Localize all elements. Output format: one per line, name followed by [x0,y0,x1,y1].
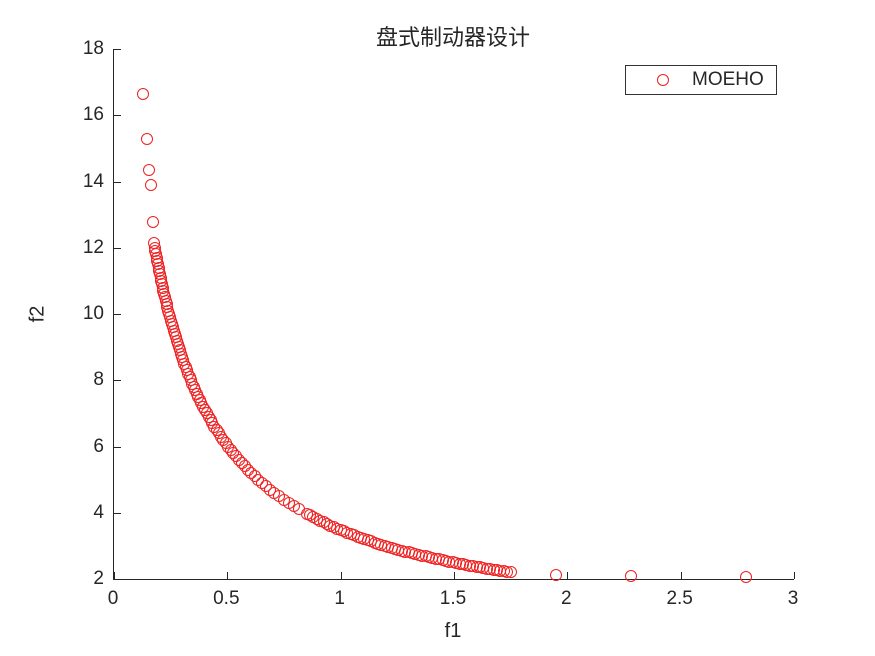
scatter-point [144,179,157,192]
y-tick-label: 10 [82,303,104,324]
y-tick-label: 6 [93,435,104,457]
y-tick-label: 4 [93,501,104,523]
x-axis-label: f1 [444,620,462,642]
y-axis-tick [114,446,121,448]
x-tick-label: 2.5 [666,588,693,609]
y-axis-tick [114,181,121,183]
y-axis-tick [114,49,121,50]
x-axis-tick [567,572,569,579]
x-tick-label: 1 [334,588,345,609]
y-tick-label: 2 [93,568,104,589]
red-circle-icon [657,74,669,86]
y-axis-tick [114,314,121,315]
scatter-point [143,163,156,176]
x-tick-label: 2 [561,588,572,609]
scatter-point [550,569,562,582]
scatter-point [504,566,517,579]
x-tick-label: 0.5 [213,588,240,609]
x-axis-tick [680,572,682,579]
legend: MOEHO [625,65,777,95]
scatter-point [141,133,154,146]
scatter-point [146,215,159,228]
y-tick-label: 18 [82,38,104,59]
y-tick-label: 12 [82,236,104,258]
y-axis-tick [114,115,121,117]
y-axis-tick [114,512,121,514]
x-axis-tick [227,572,229,579]
x-axis-tick [454,572,455,579]
x-tick-label: 0 [107,588,119,609]
y-tick-label: 16 [82,104,104,126]
x-axis-tick [794,572,795,579]
y-axis-tick [114,247,121,249]
x-axis-tick [340,572,342,579]
scatter-point [624,570,637,583]
plot-area [113,49,795,584]
y-tick-label: 8 [93,369,104,391]
x-axis-tick [114,572,115,579]
legend-label: MOEHO [692,69,764,90]
y-axis-tick [114,579,121,580]
y-tick-label: 14 [82,170,104,192]
x-tick-label: 1.5 [439,588,467,609]
scatter-point [137,87,149,100]
x-tick-label: 3 [787,588,799,609]
y-axis-tick [114,380,121,382]
scatter-point [740,571,753,584]
chart-title: 盘式制动器设计 [375,26,530,51]
